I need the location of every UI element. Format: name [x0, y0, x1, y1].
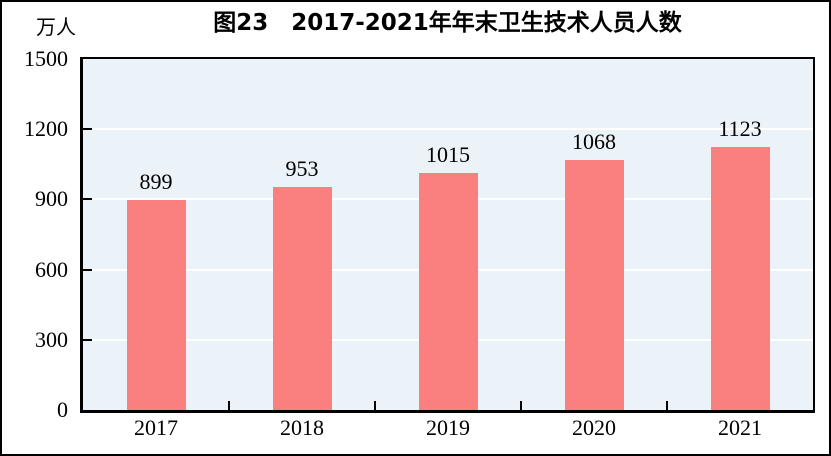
y-tick-label-900: 900 [35, 186, 68, 212]
bar-2021 [710, 147, 770, 410]
y-axis-tick-900 [83, 198, 92, 201]
x-category-label-2021: 2021 [718, 415, 762, 440]
x-axis-tick-3 [520, 401, 522, 410]
x-category-label-2018: 2018 [280, 415, 324, 440]
bar-value-label-2020: 1068 [572, 129, 616, 155]
y-tick-label-1500: 1500 [24, 46, 68, 71]
bar-value-label-2019: 1015 [426, 141, 470, 167]
bar-value-label-2021: 1123 [718, 116, 762, 142]
y-tick-label-600: 600 [35, 256, 68, 282]
y-tick-label-0: 0 [57, 397, 68, 422]
bar-value-label-2017: 899 [139, 168, 173, 194]
x-axis-tick-2 [374, 401, 376, 410]
y-axis-tick-1200 [83, 128, 92, 131]
x-axis-tick-4 [666, 401, 668, 410]
y-tick-label-1200: 1200 [24, 116, 68, 142]
y-axis-unit-label: 万人 [36, 17, 76, 39]
y-axis-tick-300 [83, 338, 92, 341]
bar-value-label-2018: 953 [285, 156, 319, 181]
x-axis-tick-1 [228, 401, 230, 410]
x-category-label-2017: 2017 [134, 415, 178, 440]
x-category-label-2019: 2019 [426, 415, 470, 440]
bar-2017 [126, 199, 186, 410]
gridline-1200 [83, 128, 813, 131]
y-axis-tick-600 [83, 268, 92, 271]
plot-area: 899 953 1015 1068 1123 [80, 57, 815, 413]
x-category-label-2020: 2020 [572, 415, 616, 440]
chart-title: 图23 2017-2021年年末卫生技术人员人数 [213, 10, 682, 36]
bar-2019 [418, 172, 478, 410]
bar-2020 [564, 160, 624, 410]
bar-2018 [272, 187, 332, 410]
y-tick-label-300: 300 [35, 326, 68, 352]
